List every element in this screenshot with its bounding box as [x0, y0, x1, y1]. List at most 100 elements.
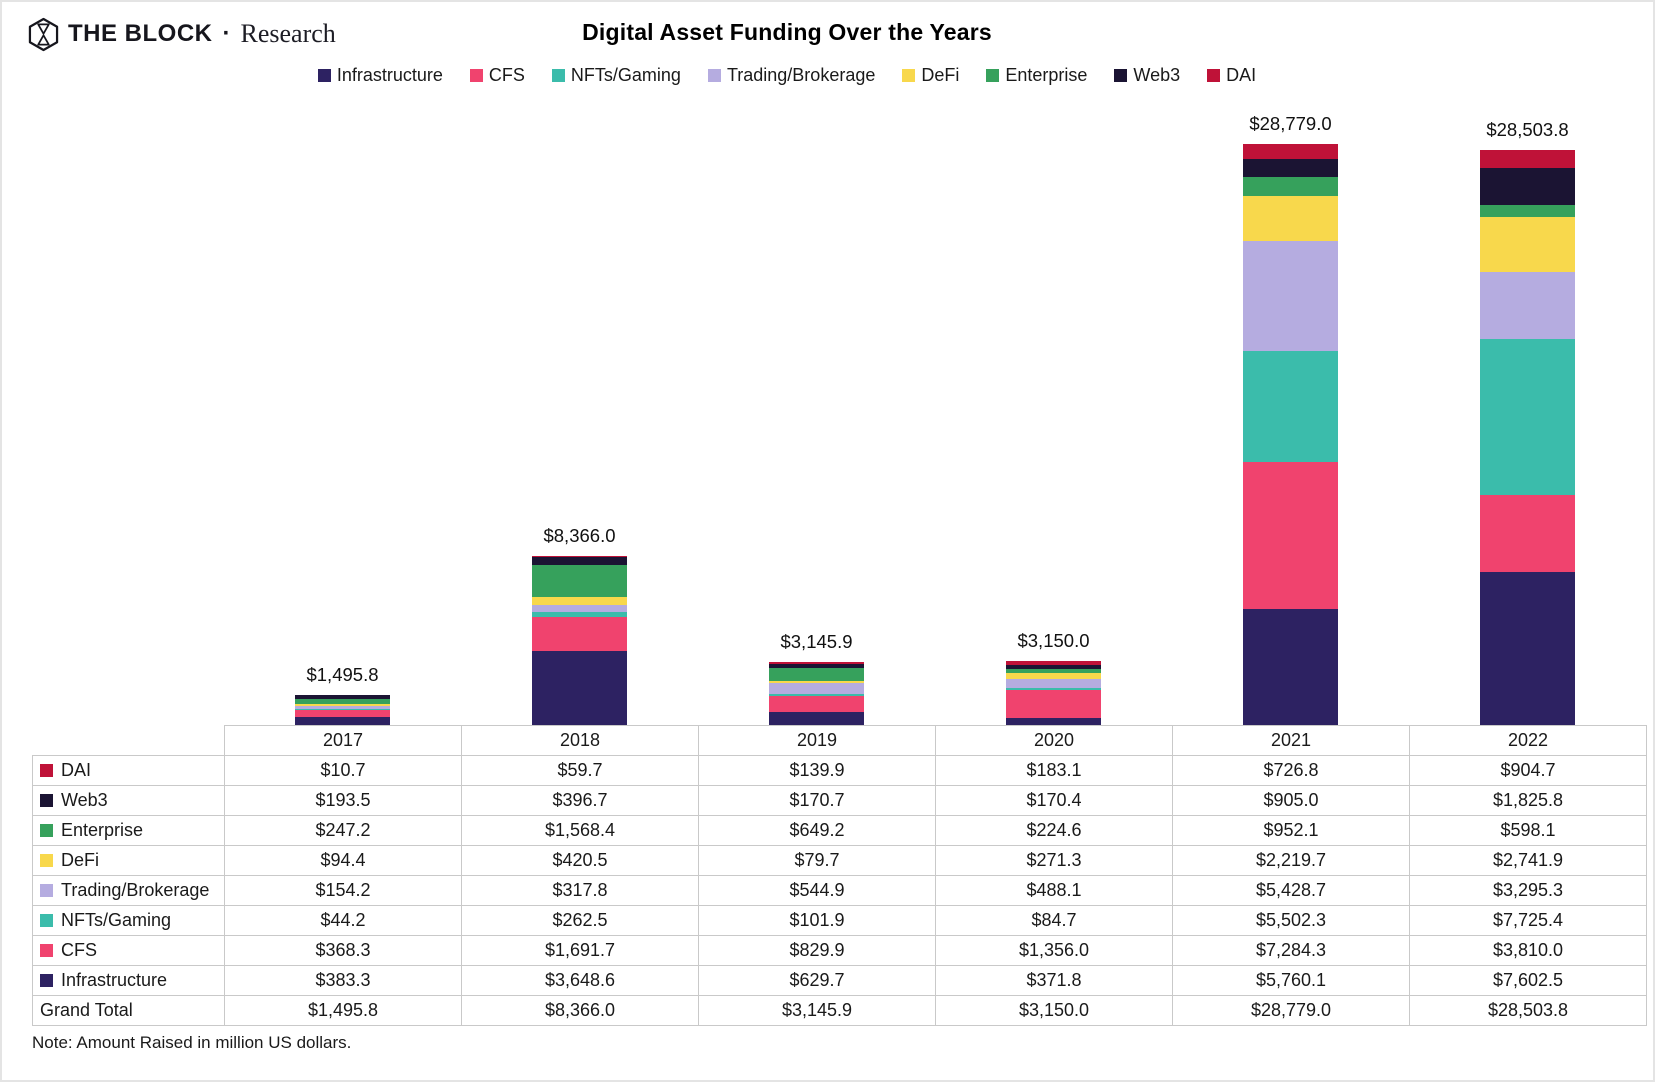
legend-label-cfs: CFS — [488, 65, 525, 85]
bar-segment-2020-cfs — [1006, 690, 1101, 718]
row-label-enterprise: Enterprise — [32, 815, 225, 846]
bar-segment-2022-web3 — [1480, 167, 1575, 205]
bar-total-label-2022: $28,503.8 — [1486, 118, 1569, 140]
cell-nfts-gaming-2017: $44.2 — [224, 905, 462, 936]
bar-segment-2020-nfts-gaming — [1006, 688, 1101, 691]
legend-item-nfts-gaming: NFTs/Gaming — [551, 65, 681, 86]
bar-segment-2022-nfts-gaming — [1480, 338, 1575, 495]
legend-label-trading-brokerage: Trading/Brokerage — [726, 65, 876, 85]
bar-segment-2022-defi — [1480, 216, 1575, 273]
bar-segment-2022-cfs — [1480, 494, 1575, 572]
row-label-text-web3: Web3 — [61, 790, 108, 810]
legend-item-web3: Web3 — [1114, 65, 1180, 86]
chart-legend: Infrastructure CFS NFTs/Gaming Trading/Brok… — [2, 65, 1572, 86]
legend-swatch-trading-brokerage — [707, 69, 721, 82]
stacked-bar-2021 — [1243, 144, 1338, 725]
legend-label-web3: Web3 — [1133, 65, 1181, 85]
cell-web3-2017: $193.5 — [224, 785, 462, 816]
cell-trading-brokerage-2019: $544.9 — [698, 875, 936, 906]
bar-segment-2022-trading-brokerage — [1480, 272, 1575, 339]
cell-defi-2018: $420.5 — [461, 845, 699, 876]
row-swatch-web3 — [40, 794, 53, 807]
block-cube-icon — [28, 17, 59, 52]
cell-web3-2021: $905.0 — [1172, 785, 1410, 816]
bar-segment-2019-enterprise — [769, 667, 864, 681]
table-row-dai: DAI $10.7 $59.7 $139.9 $183.1 $726.8 $904.7 — [32, 755, 1647, 786]
row-label-dai: DAI — [32, 755, 225, 786]
year-header-2019: 2019 — [698, 725, 936, 756]
table-row-enterprise: Enterprise $247.2 $1,568.4 $649.2 $224.6 $952… — [32, 815, 1647, 846]
cell-web3-2019: $170.7 — [698, 785, 936, 816]
legend-swatch-web3 — [1114, 69, 1128, 82]
bar-column-2018: $8,366.0 — [461, 100, 698, 725]
cell-dai-2019: $139.9 — [698, 755, 936, 786]
cell-grand-total-2021: $28,779.0 — [1172, 995, 1410, 1026]
cell-dai-2020: $183.1 — [935, 755, 1173, 786]
table-row-defi: DeFi $94.4 $420.5 $79.7 $271.3 $2,219.7 $2,741… — [32, 845, 1647, 876]
legend-swatch-enterprise — [986, 69, 1000, 82]
table-corner-cell — [32, 725, 225, 756]
cell-defi-2019: $79.7 — [698, 845, 936, 876]
cell-enterprise-2021: $952.1 — [1172, 815, 1410, 846]
bar-segment-2018-web3 — [532, 557, 627, 566]
row-label-text-nfts-gaming: NFTs/Gaming — [61, 910, 172, 930]
bar-segment-2019-dai — [769, 661, 864, 665]
table-row-web3: Web3 $193.5 $396.7 $170.7 $170.4 $905.0 $1,825… — [32, 785, 1647, 816]
bar-segment-2021-cfs — [1243, 461, 1338, 609]
bar-segment-2017-enterprise — [295, 698, 390, 704]
row-label-defi: DeFi — [32, 845, 225, 876]
bar-segment-2018-cfs — [532, 617, 627, 652]
year-header-2020: 2020 — [935, 725, 1173, 756]
stacked-bar-2019 — [769, 661, 864, 725]
table-row-cfs: CFS $368.3 $1,691.7 $829.9 $1,356.0 $7,284.3 $… — [32, 935, 1647, 966]
bar-column-2017: $1,495.8 — [224, 100, 461, 725]
bar-total-label-2020: $3,150.0 — [1017, 630, 1090, 652]
cell-trading-brokerage-2020: $488.1 — [935, 875, 1173, 906]
stacked-bar-2022 — [1480, 149, 1575, 725]
bar-segment-2017-trading-brokerage — [295, 705, 390, 709]
row-swatch-cfs — [40, 944, 53, 957]
legend-swatch-nfts-gaming — [551, 69, 565, 82]
bar-segment-2020-defi — [1006, 673, 1101, 679]
bar-total-label-2021: $28,779.0 — [1249, 113, 1332, 134]
bar-column-2021: $28,779.0 — [1172, 100, 1409, 725]
row-swatch-dai — [40, 764, 53, 777]
legend-item-dai: DAI — [1207, 65, 1256, 86]
bar-segment-2021-trading-brokerage — [1243, 240, 1338, 351]
bar-segment-2021-defi — [1243, 196, 1338, 241]
cell-trading-brokerage-2017: $154.2 — [224, 875, 462, 906]
bar-segment-2020-infrastructure — [1006, 717, 1101, 725]
cell-web3-2020: $170.4 — [935, 785, 1173, 816]
bar-segment-2020-dai — [1006, 661, 1101, 666]
row-swatch-trading-brokerage — [40, 884, 53, 897]
cell-nfts-gaming-2021: $5,502.3 — [1172, 905, 1410, 936]
row-label-web3: Web3 — [32, 785, 225, 816]
grand-total-label: Grand Total — [32, 995, 225, 1026]
bar-segment-2017-cfs — [295, 709, 390, 718]
row-swatch-infrastructure — [40, 974, 53, 987]
cell-web3-2022: $1,825.8 — [1409, 785, 1647, 816]
bar-segment-2017-nfts-gaming — [295, 708, 390, 710]
cell-dai-2021: $726.8 — [1172, 755, 1410, 786]
bar-segment-2019-infrastructure — [769, 712, 864, 725]
cell-web3-2018: $396.7 — [461, 785, 699, 816]
bar-segment-2022-infrastructure — [1480, 571, 1575, 725]
cell-cfs-2017: $368.3 — [224, 935, 462, 966]
cell-defi-2022: $2,741.9 — [1409, 845, 1647, 876]
bar-segment-2018-defi — [532, 597, 627, 606]
bar-segment-2021-enterprise — [1243, 176, 1338, 197]
bar-segment-2022-enterprise — [1480, 204, 1575, 217]
cell-grand-total-2018: $8,366.0 — [461, 995, 699, 1026]
bar-column-2020: $3,150.0 — [935, 100, 1172, 725]
cell-enterprise-2020: $224.6 — [935, 815, 1173, 846]
cell-defi-2017: $94.4 — [224, 845, 462, 876]
table-header-row: 2017 2018 2019 2020 2021 2022 — [32, 725, 1647, 756]
bar-segment-2017-infrastructure — [295, 717, 390, 725]
cell-infrastructure-2019: $629.7 — [698, 965, 936, 996]
legend-label-enterprise: Enterprise — [1005, 65, 1088, 85]
bar-segment-2022-dai — [1480, 149, 1575, 168]
cell-grand-total-2020: $3,150.0 — [935, 995, 1173, 1026]
table-row-nfts-gaming: NFTs/Gaming $44.2 $262.5 $101.9 $84.7 $5,502.… — [32, 905, 1647, 936]
bar-segment-2021-web3 — [1243, 158, 1338, 177]
bar-segment-2017-web3 — [295, 695, 390, 699]
